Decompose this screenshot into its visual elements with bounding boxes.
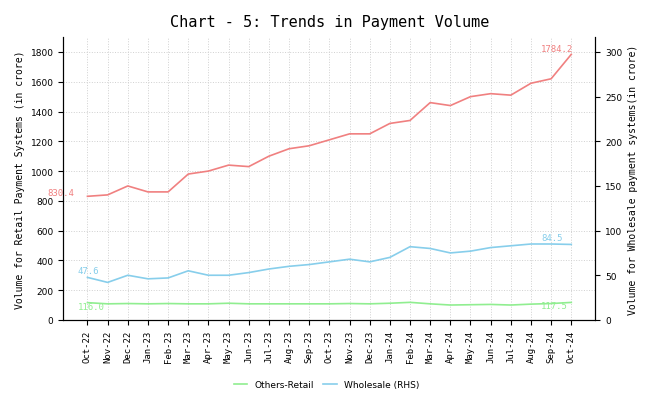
Wholesale (RHS)	[144, 277, 152, 282]
Others-Retail	[144, 302, 152, 306]
Others-Retail	[547, 302, 555, 306]
Wholesale (RHS)	[467, 249, 475, 254]
NPCI-Retail	[406, 119, 414, 124]
Wholesale (RHS)	[366, 260, 374, 265]
Text: 84.5: 84.5	[541, 233, 562, 242]
Others-Retail	[104, 302, 112, 306]
NPCI-Retail	[164, 190, 172, 195]
NPCI-Retail	[325, 138, 333, 143]
Others-Retail	[366, 302, 374, 306]
Others-Retail	[406, 300, 414, 305]
Wholesale (RHS)	[386, 255, 394, 260]
Others-Retail	[306, 302, 313, 306]
NPCI-Retail	[306, 144, 313, 149]
NPCI-Retail	[144, 190, 152, 195]
Others-Retail	[345, 302, 353, 306]
Others-Retail	[84, 300, 91, 305]
NPCI-Retail	[225, 163, 232, 168]
Wholesale (RHS)	[426, 247, 434, 251]
Wholesale (RHS)	[406, 245, 414, 249]
Others-Retail	[527, 302, 535, 307]
Others-Retail	[426, 302, 434, 306]
Title: Chart - 5: Trends in Payment Volume: Chart - 5: Trends in Payment Volume	[170, 15, 489, 30]
Others-Retail	[507, 303, 515, 308]
NPCI-Retail	[366, 132, 374, 137]
Y-axis label: Volume for Wholesale payment systems(in crore): Volume for Wholesale payment systems(in …	[628, 44, 638, 314]
NPCI-Retail	[84, 194, 91, 199]
Others-Retail	[285, 302, 293, 306]
NPCI-Retail	[104, 193, 112, 198]
Others-Retail	[447, 303, 454, 308]
Others-Retail	[265, 302, 273, 306]
Text: 117.5: 117.5	[541, 302, 568, 311]
NPCI-Retail	[467, 95, 475, 100]
Others-Retail	[225, 301, 232, 306]
Wholesale (RHS)	[507, 244, 515, 249]
Others-Retail	[386, 301, 394, 306]
Line: NPCI-Retail: NPCI-Retail	[88, 55, 571, 197]
Others-Retail	[245, 302, 253, 306]
NPCI-Retail	[124, 184, 132, 189]
NPCI-Retail	[486, 92, 494, 97]
Wholesale (RHS)	[306, 263, 313, 267]
Line: Wholesale (RHS): Wholesale (RHS)	[88, 244, 571, 283]
NPCI-Retail	[345, 132, 353, 137]
NPCI-Retail	[386, 122, 394, 127]
Text: 116.0: 116.0	[78, 302, 104, 311]
Wholesale (RHS)	[265, 267, 273, 272]
NPCI-Retail	[245, 165, 253, 170]
Wholesale (RHS)	[527, 242, 535, 247]
Others-Retail	[486, 302, 494, 307]
Wholesale (RHS)	[124, 273, 132, 278]
Text: 47.6: 47.6	[78, 266, 99, 275]
Wholesale (RHS)	[486, 245, 494, 250]
NPCI-Retail	[547, 77, 555, 82]
Wholesale (RHS)	[84, 275, 91, 280]
Wholesale (RHS)	[225, 273, 232, 278]
Y-axis label: Volume for Retail Payment Systems (in crore): Volume for Retail Payment Systems (in cr…	[15, 50, 25, 308]
NPCI-Retail	[426, 101, 434, 106]
Others-Retail	[204, 302, 212, 306]
NPCI-Retail	[447, 104, 454, 109]
NPCI-Retail	[527, 82, 535, 87]
Others-Retail	[124, 302, 132, 306]
Wholesale (RHS)	[245, 271, 253, 275]
Wholesale (RHS)	[104, 280, 112, 285]
NPCI-Retail	[265, 154, 273, 159]
Others-Retail	[467, 303, 475, 308]
NPCI-Retail	[204, 169, 212, 174]
Legend: Others-Retail, Wholesale (RHS): Others-Retail, Wholesale (RHS)	[230, 376, 423, 393]
Wholesale (RHS)	[325, 260, 333, 265]
Others-Retail	[184, 302, 192, 306]
Others-Retail	[567, 300, 575, 305]
Wholesale (RHS)	[447, 251, 454, 256]
Others-Retail	[325, 302, 333, 306]
NPCI-Retail	[285, 147, 293, 152]
Wholesale (RHS)	[567, 243, 575, 247]
Others-Retail	[164, 302, 172, 306]
Wholesale (RHS)	[285, 264, 293, 269]
NPCI-Retail	[184, 172, 192, 177]
Wholesale (RHS)	[164, 276, 172, 281]
Wholesale (RHS)	[204, 273, 212, 278]
Line: Others-Retail: Others-Retail	[88, 303, 571, 305]
NPCI-Retail	[567, 53, 575, 58]
Text: 1784.2: 1784.2	[541, 45, 573, 54]
Text: 830.4: 830.4	[47, 188, 74, 197]
Wholesale (RHS)	[547, 242, 555, 247]
NPCI-Retail	[507, 93, 515, 98]
Wholesale (RHS)	[345, 257, 353, 262]
Wholesale (RHS)	[184, 269, 192, 273]
